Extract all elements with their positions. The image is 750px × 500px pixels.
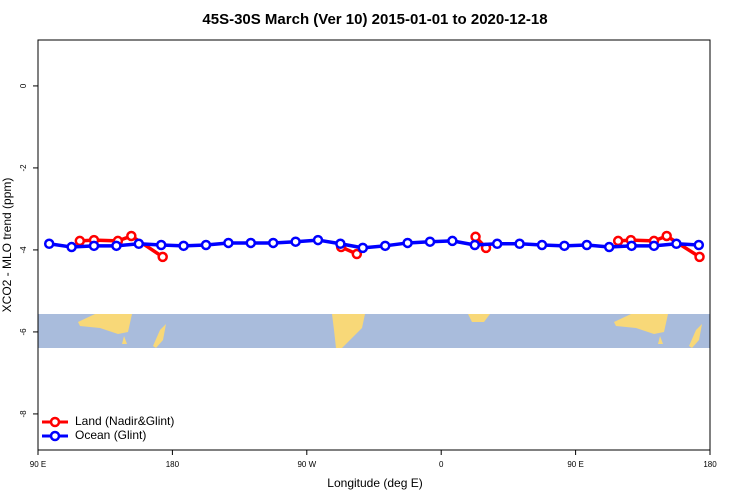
data-point	[111, 240, 122, 252]
data-point	[43, 238, 55, 250]
data-point	[648, 240, 660, 252]
data-point	[335, 238, 346, 250]
data-point	[612, 235, 624, 247]
data-point	[581, 239, 593, 251]
y-tick-label: -8	[19, 410, 28, 418]
data-point	[626, 240, 637, 252]
map-strip	[38, 314, 710, 348]
chart-title: 45S-30S March (Ver 10) 2015-01-01 to 202…	[202, 11, 547, 28]
data-point	[157, 251, 168, 263]
data-point	[155, 239, 167, 251]
data-point	[470, 231, 481, 243]
data-point	[133, 238, 145, 250]
y-tick-label: -4	[19, 246, 28, 254]
data-point	[694, 251, 705, 263]
x-tick-label: 0	[439, 460, 444, 469]
data-point	[66, 241, 77, 253]
data-point	[559, 240, 570, 252]
x-tick-label: 90 E	[567, 460, 583, 469]
data-point	[536, 239, 548, 251]
x-tick-label: 180	[166, 460, 180, 469]
data-point	[312, 234, 324, 246]
data-point	[402, 237, 413, 249]
data-point	[447, 235, 458, 247]
data-point	[245, 237, 257, 249]
data-point	[200, 239, 212, 251]
data-point	[469, 239, 481, 251]
y-tick-label: -6	[19, 328, 28, 336]
data-point	[357, 242, 369, 254]
x-axis-label: Longitude (deg E)	[327, 476, 422, 490]
data-point	[351, 248, 363, 260]
y-tick-label: 0	[19, 83, 28, 88]
plot-frame	[37, 39, 711, 451]
data-point	[514, 238, 525, 250]
legend-marker	[49, 416, 61, 428]
x-tick-label: 90 W	[297, 460, 316, 469]
data-point	[74, 235, 86, 247]
legend-label: Land (Nadir&Glint)	[75, 414, 174, 428]
data-point	[603, 241, 615, 253]
data-point	[223, 237, 234, 249]
data-point	[267, 237, 279, 249]
data-point	[424, 236, 436, 247]
legend-label: Ocean (Glint)	[75, 428, 146, 442]
data-point	[693, 239, 705, 251]
data-point	[126, 230, 137, 242]
data-point	[671, 238, 682, 250]
data-point	[88, 240, 100, 252]
data-point	[661, 230, 672, 242]
data-point	[491, 238, 503, 250]
x-tick-label: 90 E	[30, 460, 46, 469]
y-tick-label: -2	[19, 164, 28, 172]
x-tick-label: 180	[703, 460, 717, 469]
data-point	[290, 236, 301, 247]
data-point	[178, 240, 189, 252]
data-point	[379, 240, 391, 252]
legend-marker	[49, 430, 61, 442]
y-axis-label: XCO2 - MLO trend (ppm)	[0, 178, 14, 313]
